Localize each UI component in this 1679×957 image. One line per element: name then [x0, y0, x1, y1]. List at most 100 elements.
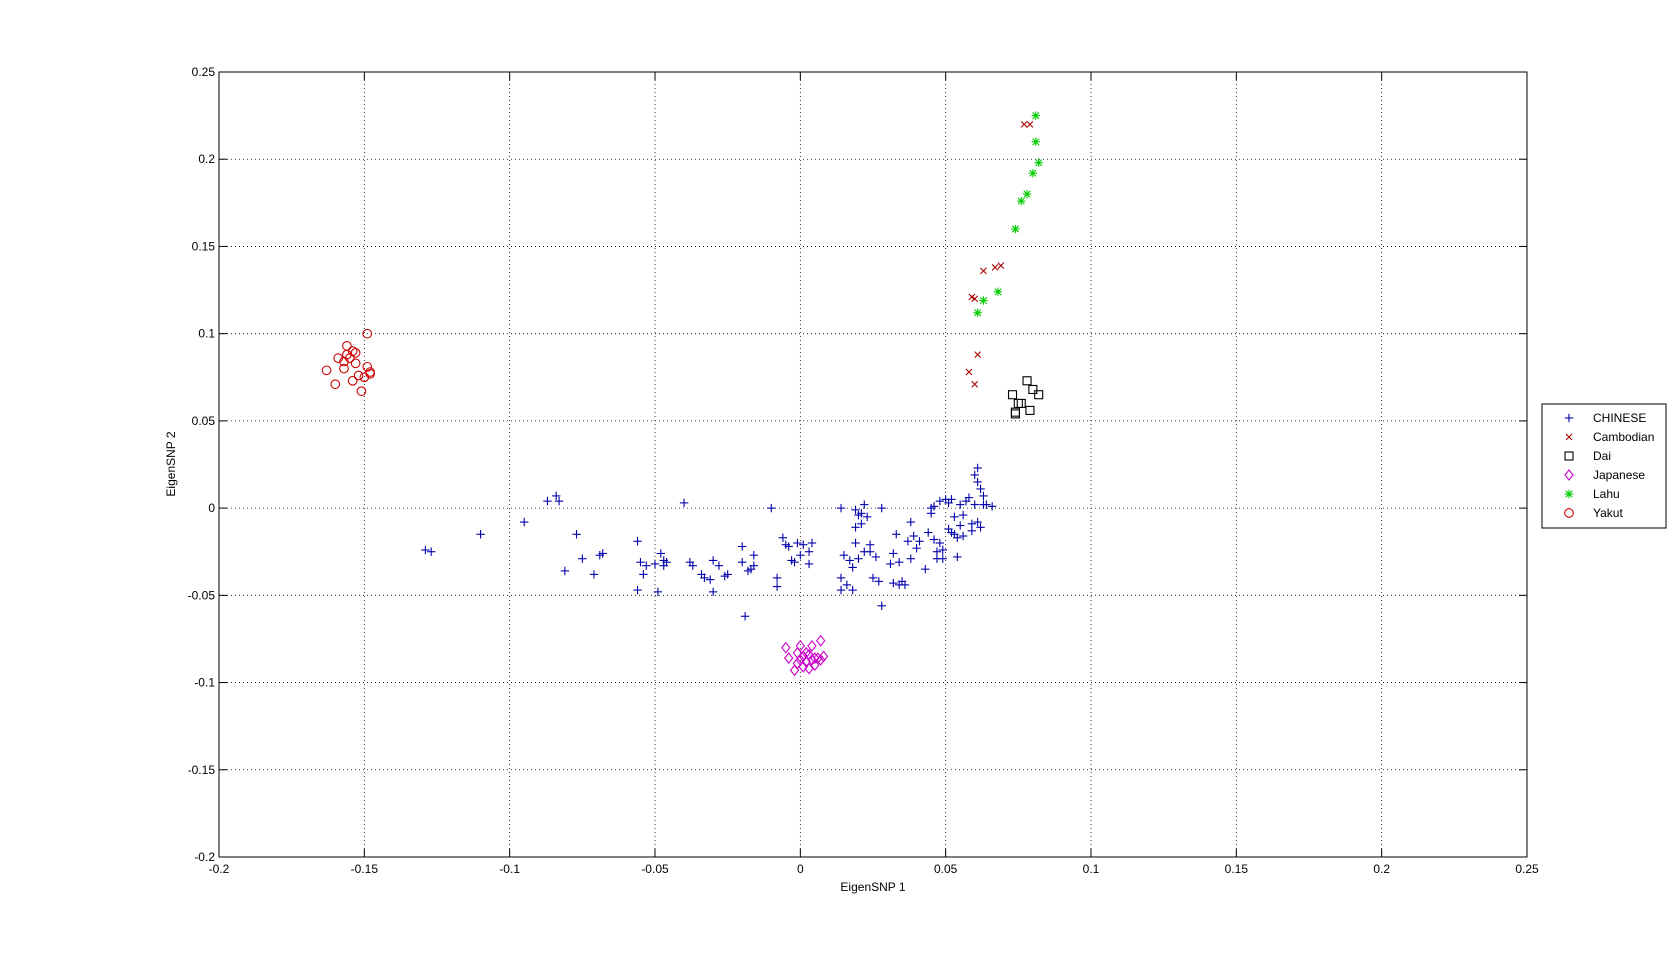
y-axis-label: EigenSNP 2	[164, 431, 178, 496]
point-chinese	[889, 578, 898, 588]
x-tick-label: 0.2	[1373, 862, 1390, 876]
point-chinese	[845, 556, 854, 565]
point-japanese	[813, 652, 823, 665]
point-chinese	[877, 601, 886, 610]
point-yakut	[362, 361, 373, 372]
point-chinese	[807, 538, 817, 548]
point-lahu	[973, 308, 982, 317]
y-tick-label: 0.1	[198, 327, 215, 341]
point-yakut	[356, 386, 367, 397]
legend-marker-chinese	[1564, 413, 1574, 423]
point-chinese	[877, 503, 886, 513]
point-japanese	[798, 660, 808, 673]
point-chinese	[938, 545, 947, 555]
point-chinese	[772, 573, 782, 583]
point-japanese	[815, 634, 826, 647]
x-tick-label: 0	[797, 862, 804, 876]
legend-box	[1541, 403, 1667, 529]
point-chinese	[900, 580, 910, 590]
point-chinese	[851, 538, 860, 548]
point-chinese	[749, 551, 759, 560]
point-cambodian	[980, 267, 987, 275]
point-chinese	[906, 517, 915, 527]
legend-marker-lahu	[1564, 489, 1574, 499]
point-chinese	[656, 549, 666, 558]
point-lahu	[979, 296, 988, 305]
point-chinese	[865, 540, 875, 549]
x-tick-label: 0.1	[1083, 862, 1100, 876]
point-yakut	[347, 346, 358, 356]
point-yakut	[362, 328, 373, 339]
point-chinese	[935, 538, 945, 548]
point-chinese	[804, 559, 814, 569]
point-chinese	[662, 557, 671, 567]
legend-label-yakut: Yakut	[1593, 506, 1623, 520]
point-lahu	[1034, 158, 1043, 167]
point-chinese	[700, 573, 709, 583]
point-yakut	[339, 363, 349, 374]
legend-marker-japanese	[1564, 469, 1574, 481]
point-chinese	[836, 573, 846, 583]
point-chinese	[973, 463, 982, 473]
y-tick-label: 0.15	[192, 239, 216, 253]
point-chinese	[909, 531, 918, 541]
point-chinese	[956, 521, 965, 530]
point-lahu	[1022, 189, 1032, 199]
point-yakut	[339, 356, 349, 367]
point-chinese	[956, 500, 965, 509]
point-dai	[1025, 405, 1035, 415]
point-chinese	[889, 549, 898, 558]
point-lahu	[1011, 224, 1020, 234]
point-chinese	[572, 530, 581, 539]
point-chinese	[842, 580, 852, 590]
point-chinese	[950, 512, 959, 522]
x-tick-label: 0.15	[1225, 862, 1249, 876]
x-tick-label: -0.2	[209, 862, 230, 876]
grid-lines	[219, 72, 1527, 857]
point-chinese	[929, 502, 939, 511]
point-dai	[1010, 409, 1020, 419]
y-tick-label: 0	[208, 501, 215, 515]
point-chinese	[738, 557, 747, 567]
point-chinese	[871, 552, 881, 562]
point-japanese	[807, 640, 817, 652]
x-tick-label: 0.25	[1515, 862, 1539, 876]
point-chinese	[987, 502, 997, 511]
point-chinese	[799, 540, 808, 549]
point-chinese	[421, 545, 430, 555]
point-cambodian	[971, 295, 979, 303]
point-chinese	[839, 551, 849, 560]
point-chinese	[708, 556, 718, 565]
point-chinese	[976, 484, 985, 494]
point-yakut	[350, 358, 361, 369]
point-chinese	[426, 547, 436, 556]
point-dai	[1022, 376, 1032, 386]
point-chinese	[520, 517, 529, 527]
point-chinese	[653, 587, 663, 597]
point-chinese	[836, 503, 846, 513]
point-cambodian	[991, 263, 999, 271]
y-tick-label: -0.1	[194, 676, 215, 690]
point-chinese	[958, 510, 968, 520]
point-cambodian	[1026, 120, 1034, 128]
point-chinese	[551, 491, 561, 501]
point-chinese	[903, 537, 913, 546]
point-chinese	[554, 496, 564, 506]
point-chinese	[636, 557, 645, 567]
point-chinese	[706, 575, 715, 584]
point-chinese	[973, 477, 982, 487]
point-chinese	[982, 500, 991, 509]
point-yakut	[365, 367, 375, 377]
point-chinese	[633, 537, 642, 546]
y-tick-label: 0.25	[192, 65, 216, 79]
point-chinese	[947, 495, 956, 504]
point-chinese	[476, 530, 485, 539]
x-tick-label: -0.1	[499, 862, 520, 876]
legend-marker-cambodian	[1565, 433, 1573, 441]
point-yakut	[333, 353, 344, 363]
point-japanese	[801, 647, 811, 659]
point-chinese	[784, 542, 793, 551]
point-chinese	[642, 561, 651, 570]
point-chinese	[921, 564, 930, 574]
